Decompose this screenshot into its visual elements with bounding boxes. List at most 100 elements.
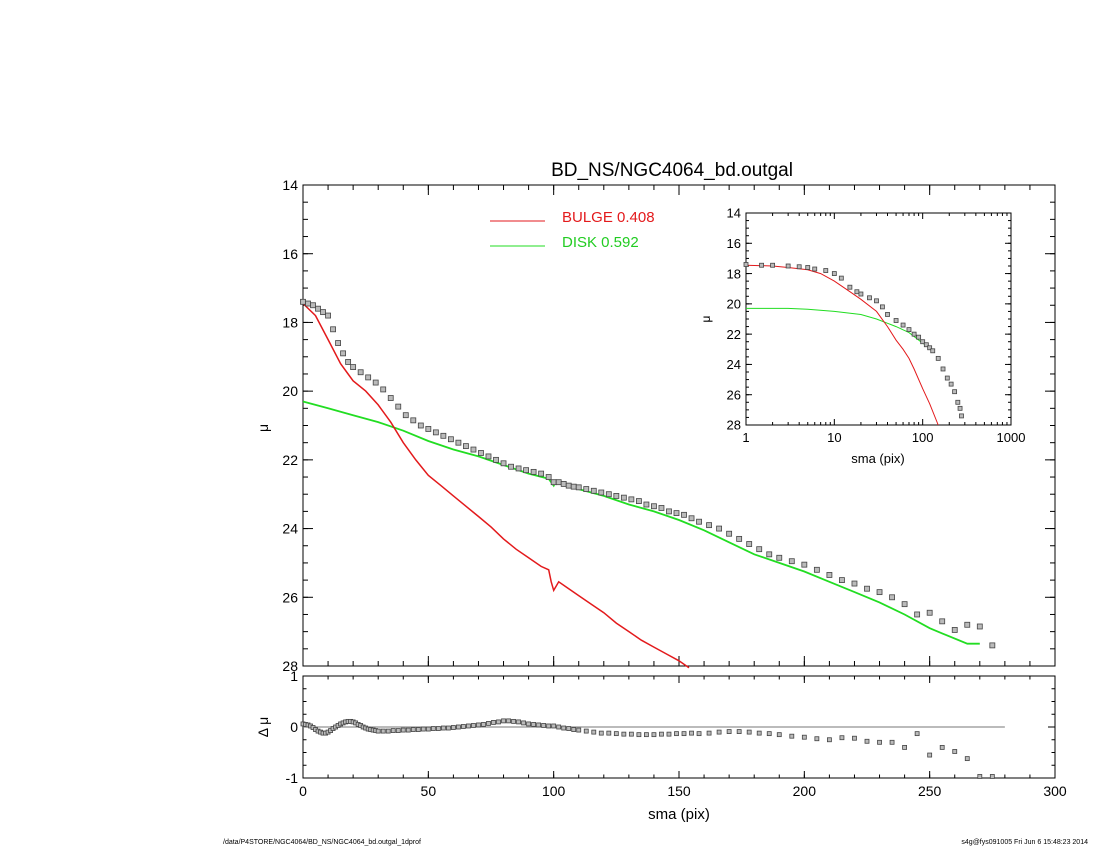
inset-data-point <box>854 289 860 295</box>
data-point <box>470 446 477 453</box>
inset-x-tick-label: 1000 <box>997 430 1026 445</box>
data-point <box>560 481 567 487</box>
data-point <box>726 530 733 537</box>
main-y-axis-label: μ <box>255 424 271 432</box>
data-point <box>681 511 687 518</box>
inset-data-point <box>805 265 811 270</box>
residual-point <box>410 727 416 732</box>
data-point <box>839 577 845 584</box>
inset-data-point <box>893 318 899 323</box>
residual-point <box>390 728 396 733</box>
data-point <box>766 551 773 558</box>
data-point <box>478 450 484 456</box>
data-point <box>432 429 439 436</box>
inset-data-point <box>900 322 906 328</box>
residual-point <box>476 722 481 728</box>
inset-data-point <box>952 389 958 395</box>
residual-point <box>877 739 882 745</box>
data-point <box>598 489 605 496</box>
residual-point <box>827 737 832 743</box>
inset-data-point <box>874 298 879 304</box>
inset-data-point <box>940 366 946 372</box>
inset-data-point <box>847 284 853 290</box>
data-point <box>901 601 908 608</box>
residual-point <box>746 729 752 735</box>
data-point <box>538 470 545 477</box>
residual-point <box>415 727 421 732</box>
residual-point <box>425 726 431 732</box>
residual-point <box>481 722 486 727</box>
residual-point <box>440 725 446 731</box>
residual-point <box>380 728 386 734</box>
data-point <box>914 611 921 618</box>
residual-point <box>486 721 491 726</box>
data-point <box>628 496 635 503</box>
residual-point <box>706 730 712 736</box>
residual-point <box>466 723 471 729</box>
residual-y-tick-label: -1 <box>286 770 299 786</box>
data-point <box>402 412 409 419</box>
legend-bulge-label: BULGE 0.408 <box>562 209 655 226</box>
residual-point <box>914 731 920 737</box>
residual-point <box>689 730 694 736</box>
residual-point <box>666 731 672 737</box>
inset-y-tick-label: 14 <box>727 206 741 221</box>
residual-point <box>814 736 820 742</box>
data-point <box>350 364 357 370</box>
data-point <box>776 554 783 561</box>
data-point <box>643 501 650 508</box>
data-point <box>851 580 858 587</box>
disk-line <box>302 400 980 645</box>
residual-point <box>456 724 461 730</box>
data-point <box>515 465 522 472</box>
residual-point <box>496 719 501 725</box>
residual-point <box>939 745 945 750</box>
inset-data-point <box>885 312 890 317</box>
residual-point <box>506 718 511 724</box>
chart-title: BD_NS/NGC4064_bd.outgal <box>551 160 793 181</box>
data-point <box>575 484 582 491</box>
residual-x-tick-label: 50 <box>421 783 437 799</box>
residual-point <box>636 732 642 738</box>
residual-point <box>889 739 895 745</box>
residual-point <box>989 774 995 779</box>
data-point <box>395 403 402 410</box>
inset-data-point <box>923 342 929 348</box>
inset-background <box>746 213 1011 425</box>
data-point <box>570 483 577 490</box>
inset-data-point <box>927 345 933 351</box>
data-point <box>788 558 795 565</box>
inset-data-point <box>959 413 964 419</box>
residual-point <box>591 729 597 735</box>
residual-point <box>681 731 687 737</box>
data-point <box>550 479 557 486</box>
main-y-tick-label: 22 <box>282 452 298 468</box>
residual-point <box>556 724 562 730</box>
inset-data-point <box>812 266 818 272</box>
data-point <box>613 493 620 499</box>
main-y-tick-label: 16 <box>282 246 298 262</box>
residual-point <box>566 726 572 731</box>
residual-point <box>756 730 762 736</box>
data-point <box>706 522 712 529</box>
residual-point <box>952 749 958 754</box>
residual-point <box>526 721 531 727</box>
inset-y-tick-label: 18 <box>727 266 741 281</box>
data-point <box>826 572 833 578</box>
residual-point <box>651 732 657 738</box>
inset-y-tick-label: 24 <box>727 357 741 372</box>
residual-point <box>801 734 807 740</box>
residual-point <box>902 745 907 750</box>
data-point <box>417 422 424 429</box>
data-point <box>380 386 387 393</box>
inset-data-point <box>879 304 885 310</box>
inset-data-point <box>858 291 864 297</box>
residual-point <box>766 731 772 737</box>
residual-point <box>551 723 557 729</box>
inset-data-point <box>935 355 941 361</box>
data-point <box>425 426 432 432</box>
data-point <box>330 326 336 333</box>
residual-point <box>839 735 845 741</box>
main-y-tick-label: 14 <box>282 177 298 193</box>
data-point <box>864 585 870 592</box>
